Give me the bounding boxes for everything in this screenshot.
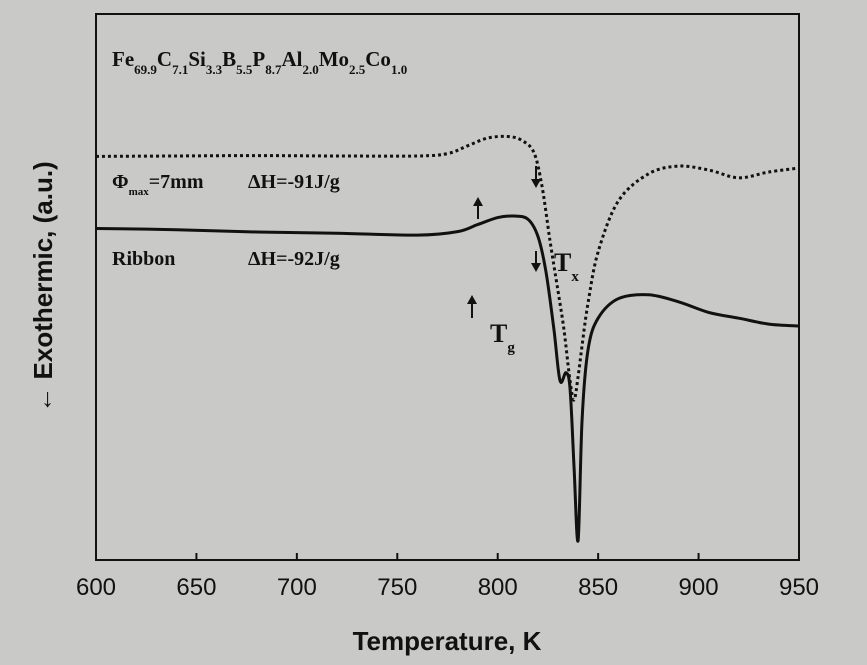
- x-tick-label: 650: [176, 574, 216, 601]
- y-axis-title-group: ← Exothermic, (a.u.): [28, 161, 58, 412]
- tx-arrow-dotted: [531, 166, 541, 188]
- tx-arrow-ribbon: [531, 251, 541, 272]
- composition-subscript: 5.5: [236, 62, 253, 77]
- dh-label-dotted: ΔH=-91J/g: [248, 171, 340, 193]
- series-layer: [95, 134, 800, 543]
- composition-element: C: [157, 47, 172, 71]
- x-tick-label: 900: [679, 574, 719, 601]
- composition-subscript: 8.7: [265, 62, 282, 77]
- composition-element: B: [222, 47, 236, 71]
- series-label-ribbon: Ribbon: [112, 248, 175, 270]
- tg-annotation: Tg: [490, 319, 515, 356]
- phi-subscript: max: [129, 186, 150, 198]
- composition-subscript: 2.5: [349, 62, 366, 77]
- composition-subscript: 7.1: [172, 62, 188, 77]
- plot-frame: [95, 13, 800, 561]
- x-tick-label: 950: [779, 574, 819, 601]
- series-line-ribbon: [95, 214, 800, 543]
- composition-subscript: 2.0: [302, 62, 318, 77]
- phi-value: =7mm: [149, 171, 204, 193]
- x-tick-label: 750: [377, 574, 417, 601]
- dh-label-ribbon: ΔH=-92J/g: [248, 248, 340, 270]
- composition-element: Co: [365, 47, 391, 71]
- composition-label: Fe69.9C7.1Si3.3B5.5P8.7Al2.0Mo2.5Co1.0: [112, 47, 407, 77]
- composition-element: Al: [281, 47, 302, 71]
- composition-element: P: [252, 47, 265, 71]
- composition-subscript: 1.0: [391, 62, 407, 77]
- x-tick-label: 700: [277, 574, 317, 601]
- x-axis-ticks: 600 650 700 750 800 850 900 950: [76, 553, 819, 601]
- series-line-7mm-rod: [95, 134, 800, 402]
- phi-symbol: Φ: [112, 171, 129, 193]
- x-tick-label: 600: [76, 574, 116, 601]
- x-tick-label: 850: [578, 574, 618, 601]
- composition-element: Si: [188, 47, 206, 71]
- composition-subscript: 69.9: [134, 62, 157, 77]
- series-label-dotted: Φmax=7mm: [112, 171, 204, 198]
- y-axis-text: Exothermic, (a.u.): [28, 161, 58, 379]
- x-axis-title: Temperature, K: [353, 626, 542, 656]
- y-axis-arrow: ←: [28, 387, 58, 413]
- composition-element: Mo: [319, 47, 349, 71]
- composition-subscript: 3.3: [206, 62, 223, 77]
- composition-element: Fe: [112, 47, 134, 71]
- y-axis-title: ← Exothermic, (a.u.): [28, 161, 58, 412]
- tx-annotation: Tx: [554, 248, 579, 285]
- tg-arrow-dotted: [473, 197, 483, 219]
- x-tick-label: 800: [478, 574, 518, 601]
- tg-arrow-ribbon: [467, 295, 477, 318]
